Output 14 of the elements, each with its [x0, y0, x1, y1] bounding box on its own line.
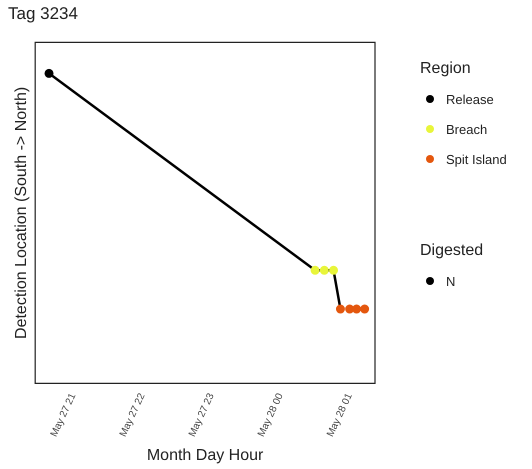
x-tick-label: May 27 22 [118, 391, 148, 439]
y-axis-title: Detection Location (South -> North) [13, 86, 30, 339]
chart-title: Tag 3234 [8, 4, 78, 23]
x-tick-label: May 27 23 [186, 391, 217, 439]
legend-title: Region [420, 60, 472, 78]
text: Digested [420, 242, 484, 260]
x-tick-label: May 27 21 [48, 391, 79, 439]
text: N [446, 274, 456, 288]
legend-label: Release [446, 92, 494, 106]
legend-label: Breach [446, 122, 488, 136]
legend-label: Spit Island [446, 152, 507, 166]
x-tick-label: May 28 00 [256, 391, 286, 439]
x-tick-label: May 28 01 [325, 391, 356, 439]
x-axis-title: Month Day Hour [146, 446, 264, 464]
